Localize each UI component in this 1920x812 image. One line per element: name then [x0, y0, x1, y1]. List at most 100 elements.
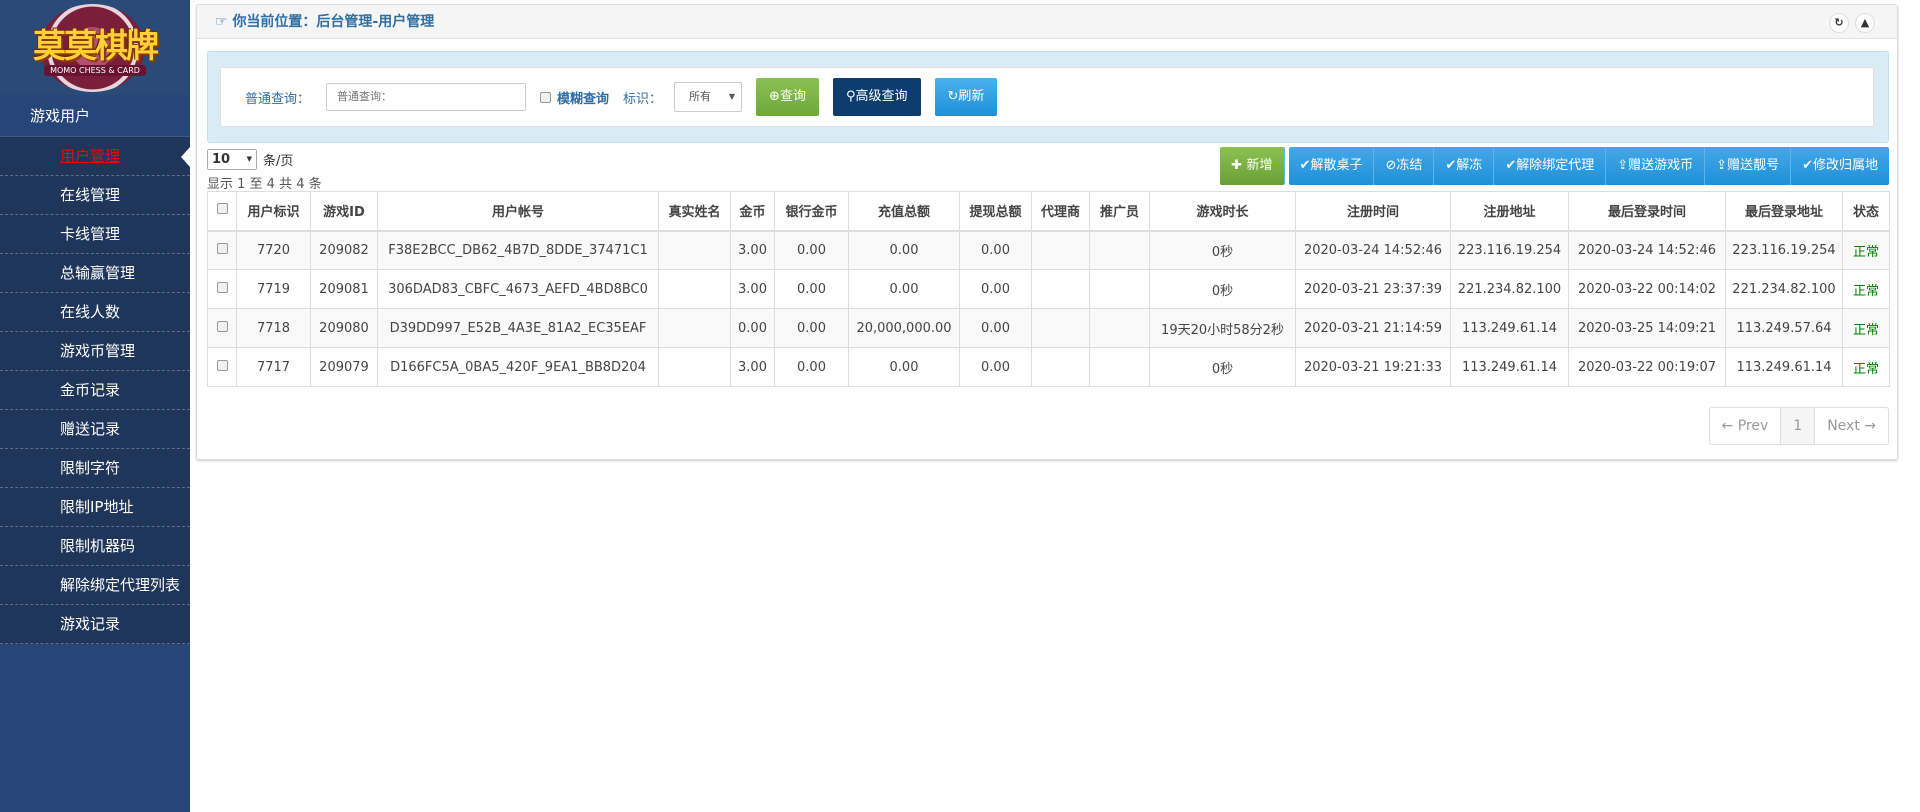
table-cell: 7717: [236, 347, 311, 387]
upload-icon: ⇪: [1716, 158, 1728, 173]
table-cell: 2020-03-25 14:09:21: [1568, 308, 1726, 348]
table-cell: 0.00: [848, 347, 960, 387]
table-cell: [658, 230, 731, 270]
column-header: 最后登录地址: [1725, 191, 1843, 232]
table-cell: 221.234.82.100: [1450, 269, 1569, 309]
table-cell: 2020-03-24 14:52:46: [1568, 230, 1726, 270]
page-1-button[interactable]: 1: [1781, 408, 1816, 444]
table-cell: 19天20小时58分2秒: [1149, 308, 1296, 348]
refresh-button[interactable]: ↻刷新: [934, 78, 998, 116]
sidebar-section-title: 游戏用户: [0, 96, 190, 137]
search-area: 普通查询： 模糊查询 标识： 所有 ⊕查询 ⚲高级查询 ↻刷新: [207, 51, 1889, 143]
tag-select-value: 所有: [689, 90, 712, 103]
table-cell: 7719: [236, 269, 311, 309]
table-cell: D39DD997_E52B_4A3E_81A2_EC35EAF: [377, 308, 659, 348]
table-cell: 正常: [1842, 230, 1890, 270]
breadcrumb: 你当前位置：后台管理-用户管理: [232, 14, 435, 30]
prev-button[interactable]: ← Prev: [1710, 408, 1782, 444]
query-button[interactable]: ⊕查询: [756, 78, 819, 116]
sidebar-item[interactable]: 限制IP地址: [0, 488, 190, 527]
table-cell: 2020-03-21 21:14:59: [1295, 308, 1451, 348]
table-cell: 0.00: [959, 269, 1032, 309]
table-cell: F38E2BCC_DB62_4B7D_8DDE_37471C1: [377, 230, 659, 270]
table-cell: 0.00: [774, 308, 849, 348]
refresh-icon: ↻: [947, 89, 959, 104]
table-row: 7720 209082 F38E2BCC_DB62_4B7D_8DDE_37471C…: [207, 230, 1890, 270]
table-cell: 0.00: [774, 269, 849, 309]
search-icon: ⊕: [769, 89, 780, 104]
table-cell: 0.00: [848, 269, 960, 309]
table-cell: 0.00: [959, 230, 1032, 270]
collapse-icon[interactable]: ▲: [1855, 13, 1875, 33]
sidebar-item[interactable]: 总输赢管理: [0, 254, 190, 293]
ban-icon: ⊘: [1385, 158, 1397, 173]
table-cell: 209082: [310, 230, 378, 270]
reload-icon[interactable]: ↻: [1829, 13, 1849, 33]
sidebar-item[interactable]: 在线管理: [0, 176, 190, 215]
row-checkbox[interactable]: [216, 242, 228, 254]
table-cell: [658, 347, 731, 387]
search-input[interactable]: [326, 83, 527, 111]
pagination: ← Prev 1 Next →: [1708, 407, 1889, 445]
check-circle-icon: ✔: [1445, 158, 1457, 173]
table-cell: 正常: [1842, 308, 1890, 348]
table-cell: 正常: [1842, 347, 1890, 387]
tag-label: 标识：: [623, 91, 663, 107]
table-cell: 2020-03-21 19:21:33: [1295, 347, 1451, 387]
sidebar-item[interactable]: 限制机器码: [0, 527, 190, 566]
column-header: 提现总额: [959, 191, 1032, 232]
column-header: 状态: [1842, 191, 1890, 232]
column-header: 游戏时长: [1149, 191, 1296, 232]
column-header: 金币: [730, 191, 775, 232]
action-button[interactable]: ✔解冻: [1434, 147, 1495, 185]
upload-icon: ⇪: [1617, 158, 1629, 173]
sidebar-item[interactable]: 游戏币管理: [0, 332, 190, 371]
filter-icon: ⚲: [845, 89, 856, 104]
table-cell: 0秒: [1149, 347, 1296, 387]
sidebar-item[interactable]: 金币记录: [0, 371, 190, 410]
column-header: 用户帐号: [377, 191, 659, 232]
next-button[interactable]: Next →: [1827, 418, 1876, 434]
table-cell: 0秒: [1149, 269, 1296, 309]
action-button[interactable]: ✔修改归属地: [1791, 147, 1889, 185]
sidebar-item[interactable]: 赠送记录: [0, 410, 190, 449]
fuzzy-checkbox[interactable]: [540, 91, 552, 103]
action-button[interactable]: ⇪赠送靓号: [1705, 147, 1792, 185]
select-all-checkbox[interactable]: [216, 203, 228, 215]
table-cell: 113.249.61.14: [1450, 347, 1569, 387]
fuzzy-label: 模糊查询: [557, 91, 610, 107]
sidebar-menu: 用户管理 在线管理 卡线管理 总输赢管理 在线人数 游戏币管理 金币记录 赠送记录 限制字符 限制…: [0, 137, 190, 644]
sidebar-item[interactable]: 在线人数: [0, 293, 190, 332]
tag-select[interactable]: 所有: [674, 82, 743, 112]
action-button[interactable]: ⊘冻结: [1374, 147, 1435, 185]
sidebar-item[interactable]: 用户管理: [0, 137, 190, 176]
action-button[interactable]: ✔解除绑定代理: [1494, 147, 1607, 185]
table-cell: 209081: [310, 269, 378, 309]
column-header: 注册时间: [1295, 191, 1451, 232]
table-cell: 2020-03-21 23:37:39: [1295, 269, 1451, 309]
column-header: 推广员: [1089, 191, 1150, 232]
page-size-select[interactable]: 10: [207, 149, 257, 170]
sidebar-item[interactable]: 解除绑定代理列表: [0, 566, 190, 605]
column-header: 银行金币: [774, 191, 849, 232]
table-cell: 0.00: [730, 308, 775, 348]
add-button[interactable]: ✚ 新增: [1220, 147, 1285, 185]
advanced-query-button[interactable]: ⚲高级查询: [832, 78, 921, 116]
table-cell: [1031, 308, 1090, 348]
table-cell: D166FC5A_0BA5_420F_9EA1_BB8D204: [377, 347, 659, 387]
row-checkbox[interactable]: [216, 320, 228, 332]
action-button[interactable]: ⇪赠送游戏币: [1606, 147, 1706, 185]
table-cell: 221.234.82.100: [1725, 269, 1843, 309]
sidebar-item[interactable]: 卡线管理: [0, 215, 190, 254]
sidebar-item[interactable]: 游戏记录: [0, 605, 190, 644]
row-checkbox[interactable]: [216, 359, 228, 371]
table-cell: 7720: [236, 230, 311, 270]
table-cell: [658, 269, 731, 309]
action-button[interactable]: ✔解散桌子: [1288, 147, 1375, 185]
table-cell: [1031, 230, 1090, 270]
column-header: 充值总额: [848, 191, 960, 232]
row-checkbox[interactable]: [216, 281, 228, 293]
table-cell: 2020-03-22 00:14:02: [1568, 269, 1726, 309]
sidebar-item[interactable]: 限制字符: [0, 449, 190, 488]
table-cell: 0.00: [959, 347, 1032, 387]
